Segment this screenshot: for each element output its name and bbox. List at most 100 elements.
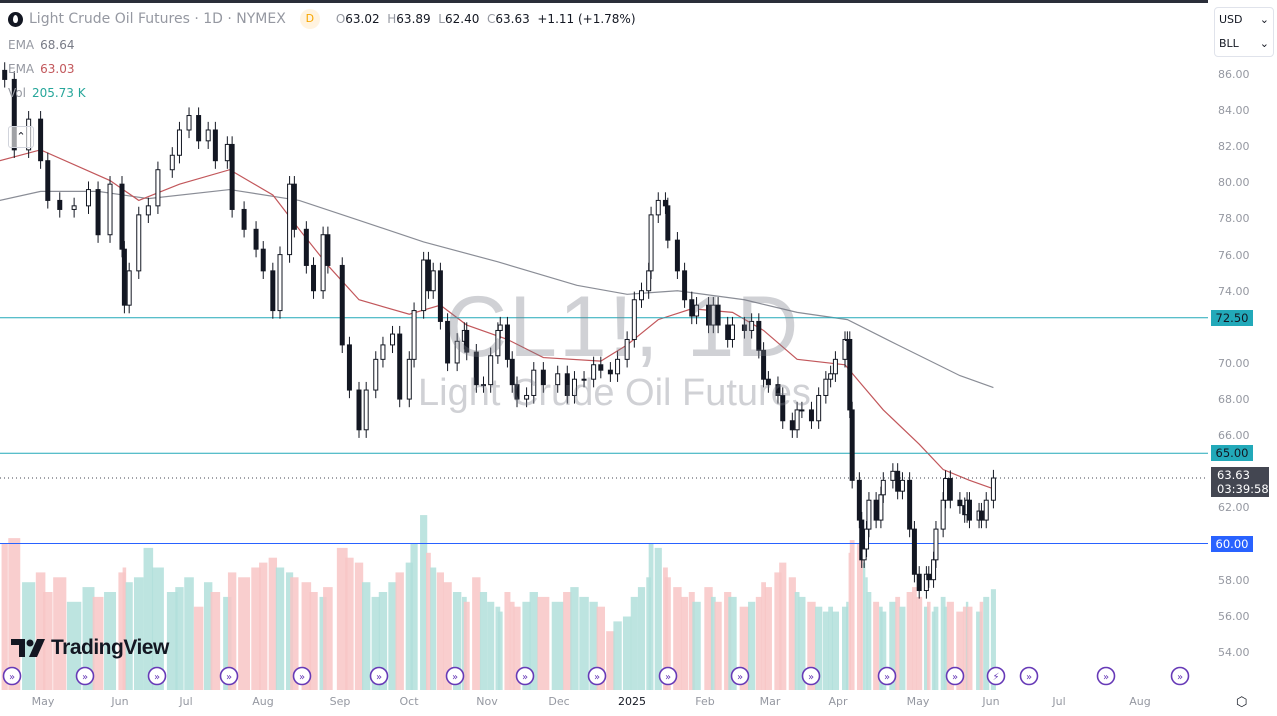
split-icon[interactable]: » <box>445 666 465 686</box>
time-tick: Nov <box>476 695 498 708</box>
split-icon[interactable]: » <box>658 666 678 686</box>
interval-badge[interactable]: D <box>299 9 320 29</box>
volume-bar <box>378 592 388 690</box>
svg-text:»: » <box>82 672 88 683</box>
indicator-ema-slow[interactable]: EMA 68.64 <box>8 37 636 53</box>
currency-select[interactable]: USD ⌄ <box>1215 8 1273 32</box>
candle-body <box>196 115 202 142</box>
chart-legend: Light Crude Oil Futures · 1D · NYMEX D O… <box>8 9 636 101</box>
candle-body <box>85 189 91 207</box>
split-icon[interactable]: » <box>1170 666 1190 686</box>
split-icon[interactable]: » <box>369 666 389 686</box>
split-icon[interactable]: » <box>147 666 167 686</box>
candle-body <box>725 324 731 340</box>
volume-bar <box>807 601 816 690</box>
candle-body <box>155 169 161 207</box>
volume-bar <box>529 592 538 690</box>
split-icon[interactable]: » <box>75 666 95 686</box>
volume-bar <box>692 601 701 690</box>
split-icon[interactable]: » <box>515 666 535 686</box>
change-value: +1.11 (+1.78%) <box>537 12 636 26</box>
split-icon[interactable]: » <box>1096 666 1116 686</box>
collapse-legend-button[interactable]: ⌃ <box>8 126 34 148</box>
candle-body <box>682 270 688 301</box>
volume-bar <box>979 601 984 690</box>
candle-body <box>320 234 326 292</box>
svg-text:»: » <box>226 672 232 683</box>
candle-body <box>890 470 896 481</box>
candle-body <box>789 420 795 431</box>
candle-body <box>421 259 427 312</box>
candle-body <box>524 394 530 400</box>
price-tick: 68.00 <box>1218 393 1250 407</box>
candle-body <box>899 479 905 492</box>
time-tick: Sep <box>329 695 351 708</box>
currency-unit-selector[interactable]: USD ⌄ BLL ⌄ <box>1214 7 1274 57</box>
volume-bar <box>764 587 772 690</box>
split-icon[interactable]: » <box>292 666 312 686</box>
volume-bar <box>570 587 579 690</box>
indicator-volume[interactable]: Vol 205.73 K <box>8 85 636 101</box>
indicator-ema-fast[interactable]: EMA 63.03 <box>8 61 636 77</box>
candle-body <box>816 394 822 422</box>
window-top-border <box>0 0 1277 3</box>
split-icon[interactable]: » <box>945 666 965 686</box>
price-tick: 78.00 <box>1218 212 1250 226</box>
volume-bar <box>410 543 418 690</box>
volume-bar <box>779 562 787 690</box>
candle-body <box>823 378 829 396</box>
split-icon[interactable]: » <box>1019 666 1039 686</box>
time-tick: Dec <box>548 695 570 708</box>
split-icon[interactable]: » <box>730 666 750 686</box>
lightning-icon[interactable]: ⚡ <box>986 666 1006 686</box>
price-axis[interactable] <box>1208 0 1277 716</box>
tradingview-logo[interactable]: TradingView <box>11 636 169 660</box>
time-tick: Jul <box>179 695 193 708</box>
volume-bar <box>856 543 862 690</box>
candle-body <box>136 214 142 272</box>
split-icon[interactable]: » <box>587 666 607 686</box>
split-icon[interactable]: » <box>877 666 897 686</box>
volume-bar <box>654 547 662 690</box>
price-tick: 82.00 <box>1218 140 1250 154</box>
volume-bar <box>990 589 996 690</box>
candle-body <box>780 394 786 422</box>
price-tick: 74.00 <box>1218 284 1250 298</box>
svg-text:»: » <box>884 672 890 683</box>
volume-bar <box>943 606 948 690</box>
split-icon[interactable]: » <box>801 666 821 686</box>
volume-bar <box>251 567 261 690</box>
volume-bar <box>724 592 732 690</box>
candle-body <box>464 329 470 353</box>
low-value: 62.40 <box>444 12 480 26</box>
volume-bar <box>637 587 646 690</box>
candle-body <box>775 384 781 396</box>
chart-settings-icon[interactable]: ⬡ <box>1236 695 1248 710</box>
volume-bar <box>946 601 954 690</box>
volume-bar <box>66 601 82 690</box>
candle-body <box>509 358 515 386</box>
time-tick: Mar <box>759 695 781 708</box>
time-tick: Oct <box>399 695 419 708</box>
candle-body <box>224 143 230 162</box>
time-tick: Feb <box>695 695 715 708</box>
volume-bar <box>906 592 913 690</box>
volume-bar <box>848 552 851 690</box>
candle-body <box>662 199 668 207</box>
symbol-title[interactable]: Light Crude Oil Futures · 1D · NYMEX <box>29 11 286 27</box>
candle-body <box>531 369 537 396</box>
candle-body <box>916 573 922 592</box>
volume-bar <box>275 567 285 690</box>
unit-select[interactable]: BLL ⌄ <box>1215 32 1273 56</box>
split-icon[interactable]: » <box>2 666 22 686</box>
candle-body <box>756 320 762 351</box>
volume-bar <box>940 596 946 690</box>
volume-bar <box>589 601 598 690</box>
candle-body <box>581 378 587 381</box>
candle-body <box>849 409 855 481</box>
candle-body <box>504 324 510 360</box>
split-icon[interactable]: » <box>219 666 239 686</box>
open-value: 63.02 <box>345 12 380 26</box>
price-chart[interactable]: » » » » » » » » » » » » » » ⚡ » » » <box>0 0 1208 690</box>
volume-bar <box>860 552 863 690</box>
